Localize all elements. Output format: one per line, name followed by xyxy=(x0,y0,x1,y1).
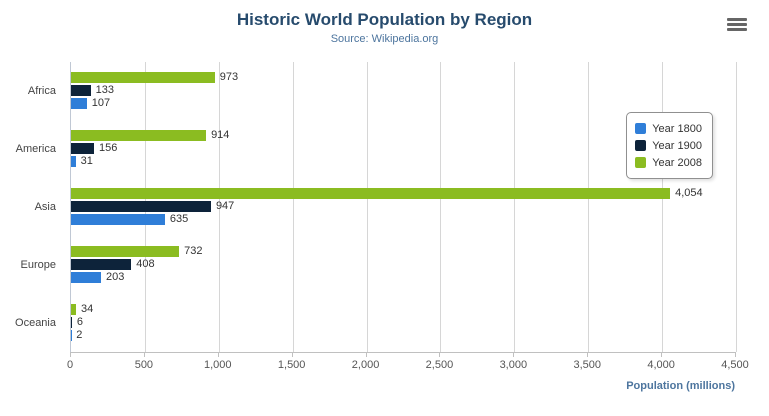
gridline xyxy=(366,62,368,352)
axis-tick xyxy=(661,352,663,357)
gridline xyxy=(440,62,442,352)
x-axis-title: Population (millions) xyxy=(626,380,735,392)
bar-value-label: 4,054 xyxy=(675,187,703,199)
bar-year-1800[interactable] xyxy=(71,330,72,341)
axis-tick xyxy=(735,352,736,357)
x-axis-tick-label: 1,500 xyxy=(277,359,306,371)
x-axis-labels: 0 500 1,000 1,500 2,000 2,500 3,000 3,500 4,000 4… xyxy=(66,359,749,373)
category-label: Oceania xyxy=(15,317,56,329)
legend-item-year-1900[interactable]: Year 1900 xyxy=(635,137,702,154)
bar-value-label: 31 xyxy=(80,155,93,167)
category-label: America xyxy=(15,143,56,155)
bar-year-2008[interactable] xyxy=(71,130,207,141)
gridline xyxy=(662,62,664,352)
x-axis-tick-label: 4,500 xyxy=(721,359,749,371)
axis-tick xyxy=(587,352,589,357)
axis-tick xyxy=(439,352,441,357)
bar-year-1800[interactable] xyxy=(71,272,101,283)
bar-year-1900[interactable] xyxy=(71,317,72,328)
export-menu-button[interactable] xyxy=(725,16,749,36)
category-label: Africa xyxy=(27,85,56,97)
category-label: Europe xyxy=(20,259,56,271)
gridline xyxy=(292,62,294,352)
x-axis-tick-label: 2,500 xyxy=(425,359,454,371)
legend-label: Year 1900 xyxy=(652,139,702,152)
bar-value-label: 2 xyxy=(76,329,83,341)
legend: Year 1800 Year 1900 Year 2008 xyxy=(626,112,713,179)
x-axis-tick-label: 0 xyxy=(66,359,74,371)
legend-marker-icon xyxy=(635,157,647,168)
bar-value-label: 107 xyxy=(91,97,111,109)
x-axis-tick-label: 500 xyxy=(134,359,154,371)
bar-value-label: 133 xyxy=(95,84,114,96)
bar-year-1900[interactable] xyxy=(71,85,91,96)
bar-value-label: 914 xyxy=(211,129,230,141)
bar-year-2008[interactable] xyxy=(71,304,77,315)
bar-value-label: 156 xyxy=(99,142,118,154)
axis-tick xyxy=(291,352,293,357)
legend-label: Year 2008 xyxy=(652,156,702,169)
bar-value-label: 408 xyxy=(136,258,155,270)
legend-marker-icon xyxy=(635,140,647,151)
bar-year-1900[interactable] xyxy=(71,143,95,154)
axis-tick xyxy=(513,352,515,357)
chart-subtitle: Source: Wikipedia.org xyxy=(330,33,439,45)
axis-tick xyxy=(143,352,145,357)
hamburger-menu-icon xyxy=(727,18,747,31)
bar-value-label: 973 xyxy=(219,71,239,83)
bar-year-1800[interactable] xyxy=(71,156,76,167)
bar-year-1900[interactable] xyxy=(71,259,132,270)
bar-value-label: 203 xyxy=(105,271,125,283)
bar-year-2008[interactable] xyxy=(71,72,215,83)
legend-marker-icon xyxy=(635,123,647,134)
bar-value-label: 947 xyxy=(215,200,235,212)
x-axis-tick-label: 2,000 xyxy=(351,359,380,371)
category-labels: Africa America Asia Europe Oceania xyxy=(0,62,62,352)
axis-ticks xyxy=(70,352,736,357)
axis-tick xyxy=(365,352,367,357)
x-axis-tick-label: 3,500 xyxy=(573,359,601,371)
bar-year-1900[interactable] xyxy=(71,201,211,212)
chart-title: Historic World Population by Region xyxy=(236,10,533,29)
bar-value-label: 732 xyxy=(184,245,203,257)
category-label: Asia xyxy=(34,201,56,213)
gridline xyxy=(588,62,590,352)
axis-tick xyxy=(70,352,71,357)
bar-year-1800[interactable] xyxy=(71,98,87,109)
gridline xyxy=(514,62,516,352)
bar-year-2008[interactable] xyxy=(71,188,671,199)
x-axis-tick-label: 3,000 xyxy=(499,359,528,371)
bar-year-2008[interactable] xyxy=(71,246,180,257)
x-axis-tick-label: 1,000 xyxy=(204,359,232,371)
axis-tick xyxy=(217,352,219,357)
gridline xyxy=(736,62,737,352)
legend-item-year-1800[interactable]: Year 1800 xyxy=(635,120,702,137)
bar-value-label: 34 xyxy=(81,303,94,315)
legend-label: Year 1800 xyxy=(652,122,702,135)
x-axis-tick-label: 4,000 xyxy=(647,359,675,371)
gridline xyxy=(218,62,220,352)
legend-item-year-2008[interactable]: Year 2008 xyxy=(635,154,702,171)
bar-value-label: 635 xyxy=(169,213,189,225)
plot-area: 973 133 107 914 156 31 4,054 947 635 732 408 203 34 6… xyxy=(70,62,737,353)
bar-year-1800[interactable] xyxy=(71,214,165,225)
bar-value-label: 6 xyxy=(76,316,83,328)
